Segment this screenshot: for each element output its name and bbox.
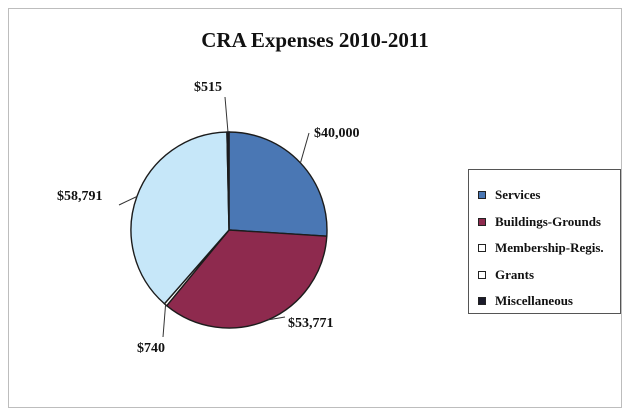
data-label-buildings-grounds: $53,771 [288, 316, 334, 331]
pie-chart: $40,000 $53,771 $740 $58,791 $515 [57, 80, 360, 356]
legend-item-buildings-grounds: Buildings-Grounds [478, 209, 620, 236]
legend-swatch-miscellaneous [478, 297, 486, 306]
legend-swatch-membership-regis [478, 244, 486, 253]
legend-item-miscellaneous: Miscellaneous [478, 288, 620, 315]
legend-swatch-buildings-grounds [478, 217, 486, 226]
legend-label-services: Services [495, 187, 541, 203]
legend-item-grants: Grants [478, 262, 620, 289]
legend-swatch-grants [478, 270, 486, 279]
pie-slice-services [228, 131, 328, 237]
data-label-membership-regis: $740 [137, 341, 165, 356]
leader-line-miscellaneous [224, 96, 229, 133]
chart-title: CRA Expenses 2010-2011 [201, 28, 429, 52]
legend-label-membership-regis: Membership-Regis. [495, 240, 604, 256]
leader-line-grants [118, 196, 138, 206]
chart-legend: Services Buildings-Grounds Membership-Re… [468, 169, 621, 314]
legend-item-services: Services [478, 182, 620, 209]
pie-slice-grants [130, 131, 230, 305]
leader-line-services [299, 132, 310, 164]
data-label-grants: $58,791 [57, 189, 103, 204]
legend-label-grants: Grants [495, 266, 534, 282]
legend-label-buildings-grounds: Buildings-Grounds [495, 213, 601, 229]
leader-line-buildings-grounds [267, 316, 286, 321]
legend-label-miscellaneous: Miscellaneous [495, 293, 573, 309]
data-label-services: $40,000 [314, 126, 360, 141]
chart-frame: CRA Expenses 2010-2011 $40,000 $53,771 $74… [8, 8, 622, 408]
data-label-miscellaneous: $515 [194, 80, 222, 95]
leader-line-membership-regis [162, 304, 167, 338]
legend-swatch-services [478, 191, 486, 200]
legend-item-membership-regis: Membership-Regis. [478, 235, 620, 262]
pie-slice-buildings-grounds [165, 229, 328, 329]
